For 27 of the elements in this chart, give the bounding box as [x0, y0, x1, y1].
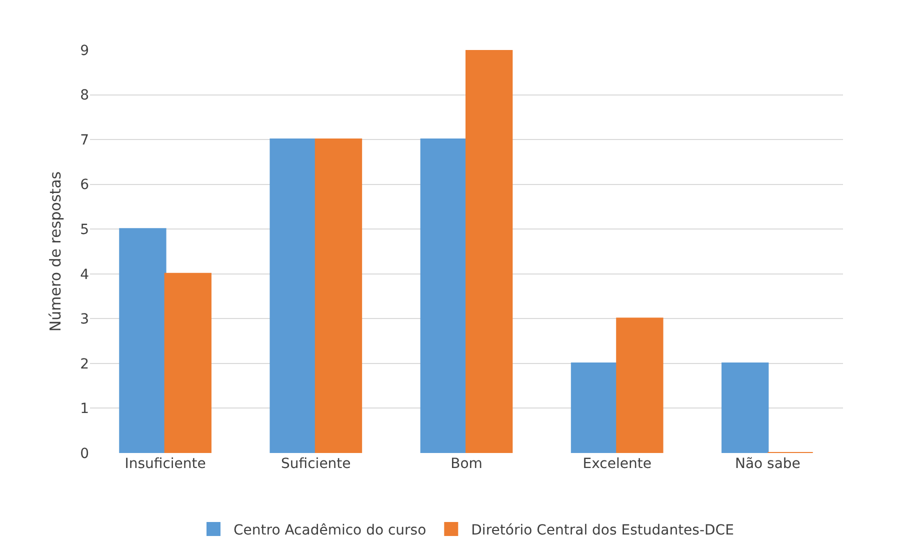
y-tick-label: 7 [80, 132, 89, 148]
bar [270, 138, 317, 453]
y-tick-label: 1 [80, 401, 89, 418]
y-tick-label: 2 [80, 356, 89, 372]
y-tick-label: 3 [80, 312, 89, 328]
legend-label: Diretório Central dos Estudantes-DCE [471, 522, 734, 539]
bar [314, 138, 362, 453]
x-tick-label: Não sabe [734, 456, 800, 472]
bar [616, 318, 664, 453]
bar [164, 272, 212, 453]
bar [119, 228, 166, 453]
y-tick-label: 5 [80, 222, 89, 238]
y-tick-label: 0 [80, 446, 89, 462]
x-tick-label: Suficiente [281, 456, 351, 472]
bar [722, 362, 769, 453]
y-tick-label: 8 [80, 88, 89, 104]
x-tick-label: Insuficiente [124, 456, 206, 472]
y-axis-title: Número de respostas [46, 171, 64, 332]
bar [570, 362, 618, 453]
y-tick-label: 6 [80, 177, 90, 194]
y-tick-label: 4 [80, 266, 90, 283]
bar [466, 50, 513, 453]
x-tick-label: Excelente [582, 456, 652, 472]
bar [420, 138, 468, 453]
y-tick-label: 9 [80, 42, 89, 59]
legend-label: Centro Acadêmico do curso [234, 522, 426, 539]
x-tick-label: Bom [450, 456, 482, 472]
